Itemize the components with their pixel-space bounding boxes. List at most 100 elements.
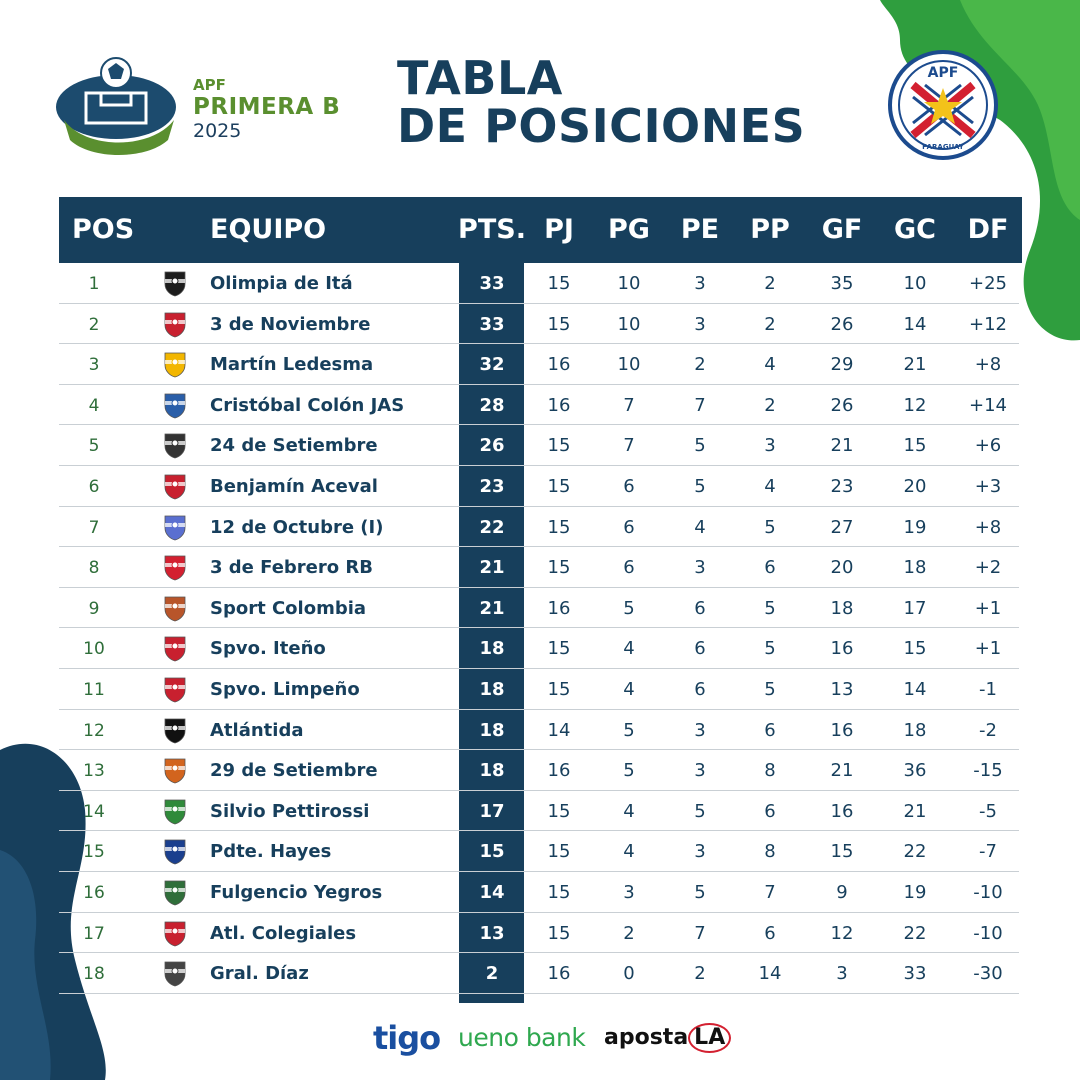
row-pg: 7 [623, 435, 635, 457]
row-position: 6 [88, 476, 100, 497]
row-pe: 2 [694, 354, 706, 376]
row-pj: 15 [547, 678, 571, 700]
row-gf: 12 [830, 922, 854, 944]
row-pp: 14 [758, 963, 782, 985]
row-points: 14 [479, 881, 505, 903]
table-row: 4 Cristóbal Colón JAS 28 16 7 7 2 26 12 +14 [59, 385, 1019, 426]
row-points: 32 [479, 354, 505, 376]
green-wave-decoration [880, 0, 1080, 341]
crest-atlantida-icon [164, 718, 186, 743]
table-header: POS EQUIPO PTS. PJ PG PE PP GF GC DF [59, 197, 1022, 263]
table-row: 12 Atlántida 18 14 5 3 6 16 18 -2 [59, 710, 1019, 751]
table-row: 17 Atl. Colegiales 13 15 2 7 6 12 22 -10 [59, 913, 1019, 954]
row-pj: 16 [547, 597, 571, 619]
standings-table: POS EQUIPO PTS. PJ PG PE PP GF GC DF 1 Ol… [59, 197, 1022, 1003]
row-pj: 14 [547, 719, 571, 741]
row-pg: 7 [623, 394, 635, 416]
row-team-name: Sport Colombia [210, 597, 367, 619]
row-gc: 17 [903, 597, 927, 619]
table-row: 6 Benjamín Aceval 23 15 6 5 4 23 20 +3 [59, 466, 1019, 507]
row-pj: 15 [547, 516, 571, 538]
row-pp: 5 [764, 516, 776, 538]
row-pp: 7 [764, 881, 776, 903]
row-pg: 6 [623, 557, 635, 579]
crest-29-setiembre-icon [164, 758, 186, 784]
row-gc: 14 [903, 313, 927, 335]
row-team-name: Cristóbal Colón JAS [210, 394, 405, 416]
row-gf: 20 [830, 557, 854, 579]
row-pe: 6 [694, 638, 706, 660]
row-pe: 3 [694, 557, 706, 579]
page-title: TABLA DE POSICIONES [397, 54, 805, 150]
header-gc: GC [894, 214, 936, 245]
row-pg: 5 [623, 760, 635, 782]
crest-silvio-pettirossi-icon [164, 799, 186, 825]
row-gf: 16 [830, 800, 854, 822]
row-team-name: 24 de Setiembre [210, 435, 378, 457]
row-position: 16 [83, 882, 105, 903]
table-row: 11 Spvo. Limpeño 18 15 4 6 5 13 14 -1 [59, 669, 1019, 710]
row-pg: 4 [623, 638, 635, 660]
title-line-1: TABLA [397, 51, 563, 105]
row-df: +1 [974, 638, 1002, 660]
aposta-text: aposta [604, 1025, 689, 1050]
header-df: DF [967, 214, 1009, 245]
row-position: 13 [83, 761, 105, 782]
crest-3-noviembre-icon [164, 312, 186, 338]
row-points: 13 [479, 922, 505, 944]
row-pg: 0 [623, 963, 635, 985]
row-df: -10 [973, 881, 1003, 903]
row-pp: 6 [764, 719, 776, 741]
row-pj: 15 [547, 435, 571, 457]
header-equipo: EQUIPO [210, 214, 327, 245]
row-pj: 15 [547, 557, 571, 579]
league-name: PRIMERA B [193, 94, 341, 120]
row-df: -1 [979, 678, 997, 700]
row-position: 17 [83, 923, 105, 944]
tigo-logo: tigo [373, 1019, 441, 1057]
row-df: -5 [979, 800, 997, 822]
row-position: 3 [88, 355, 100, 376]
crest-gral-diaz-icon [164, 961, 186, 987]
row-position: 7 [88, 517, 100, 538]
row-gf: 13 [830, 678, 854, 700]
row-position: 4 [88, 395, 100, 416]
row-points: 18 [479, 719, 505, 741]
row-team-name: 3 de Febrero RB [210, 557, 373, 579]
row-gf: 23 [830, 475, 854, 497]
header-pos: POS [72, 214, 135, 245]
row-points: 18 [479, 638, 505, 660]
row-team-name: Pdte. Hayes [210, 841, 332, 863]
primera-b-logo-icon [56, 57, 176, 155]
row-points: 26 [479, 435, 505, 457]
row-gc: 18 [903, 557, 927, 579]
crest-martin-ledesma-icon [164, 352, 186, 378]
crest-benjamin-aceval-icon [164, 474, 186, 500]
row-points: 18 [479, 760, 505, 782]
row-df: +2 [974, 557, 1002, 579]
crest-fulgencio-yegros-icon [164, 880, 186, 906]
row-pe: 5 [694, 881, 706, 903]
row-pj: 16 [547, 394, 571, 416]
row-points: 33 [479, 313, 505, 335]
row-pg: 5 [623, 719, 635, 741]
row-pp: 6 [764, 922, 776, 944]
crest-atl-colegiales-icon [164, 921, 186, 946]
row-pe: 6 [694, 597, 706, 619]
table-row: 15 Pdte. Hayes 15 15 4 3 8 15 22 -7 [59, 831, 1019, 872]
row-gf: 21 [830, 435, 854, 457]
row-points: 22 [479, 516, 505, 538]
row-gc: 10 [903, 273, 927, 294]
row-pp: 4 [764, 354, 776, 376]
aposta-la-logo: aposta LA [604, 1014, 732, 1062]
row-gf: 15 [830, 841, 854, 863]
row-team-name: Spvo. Iteño [210, 638, 326, 660]
row-pj: 15 [547, 273, 571, 294]
row-pj: 15 [547, 800, 571, 822]
table-row: 16 Fulgencio Yegros 14 15 3 5 7 9 19 -10 [59, 872, 1019, 913]
svg-text:APF: APF [928, 65, 959, 81]
row-position: 1 [88, 274, 100, 294]
table-row: 1 Olimpia de Itá 33 15 10 3 2 35 10 +25 [59, 263, 1019, 304]
row-points: 23 [479, 475, 505, 497]
row-pg: 2 [623, 922, 635, 944]
